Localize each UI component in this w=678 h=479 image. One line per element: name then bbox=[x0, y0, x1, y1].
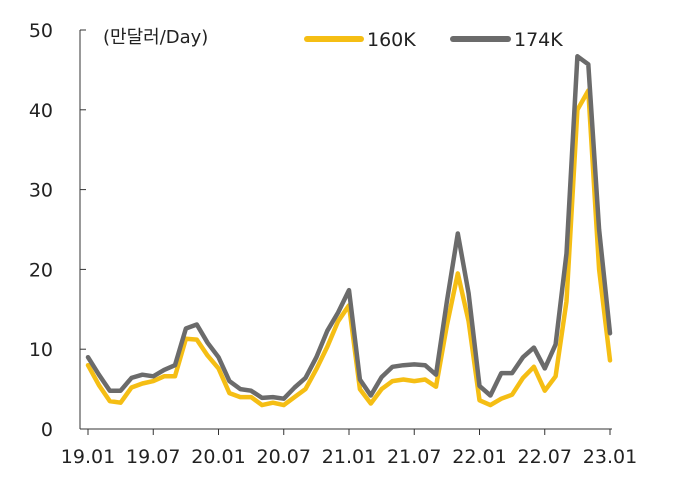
unit-label: (만달러/Day) bbox=[103, 27, 208, 48]
y-tick-label: 10 bbox=[29, 339, 53, 361]
y-tick-label: 0 bbox=[41, 419, 53, 441]
y-tick-label: 40 bbox=[29, 100, 53, 122]
y-tick-label: 30 bbox=[29, 180, 53, 202]
x-tick-label: 21.01 bbox=[322, 446, 376, 468]
x-axis: 19.01 19.07 20.01 20.07 21.01 21.07 22.01 22.07… bbox=[61, 428, 637, 468]
x-tick-label: 20.01 bbox=[191, 446, 245, 468]
series-line-174k bbox=[85, 54, 613, 401]
x-tick-label: 22.07 bbox=[518, 446, 572, 468]
x-tick-label: 19.01 bbox=[61, 446, 115, 468]
legend-label-160k: 160K bbox=[367, 29, 416, 51]
legend-label-174k: 174K bbox=[514, 29, 563, 51]
y-tick-label: 20 bbox=[29, 259, 53, 281]
y-tick-label: 50 bbox=[29, 20, 53, 42]
x-tick-label: 22.01 bbox=[452, 446, 506, 468]
x-tick-label: 21.07 bbox=[387, 446, 441, 468]
x-tick-label: 19.07 bbox=[126, 446, 180, 468]
series-layer bbox=[85, 54, 613, 408]
x-tick-label: 23.01 bbox=[583, 446, 637, 468]
legend: 160K 174K bbox=[304, 29, 563, 51]
y-axis: 0 10 20 30 40 50 bbox=[29, 20, 86, 441]
series-line-160k bbox=[85, 88, 613, 408]
x-tick-label: 20.07 bbox=[257, 446, 311, 468]
